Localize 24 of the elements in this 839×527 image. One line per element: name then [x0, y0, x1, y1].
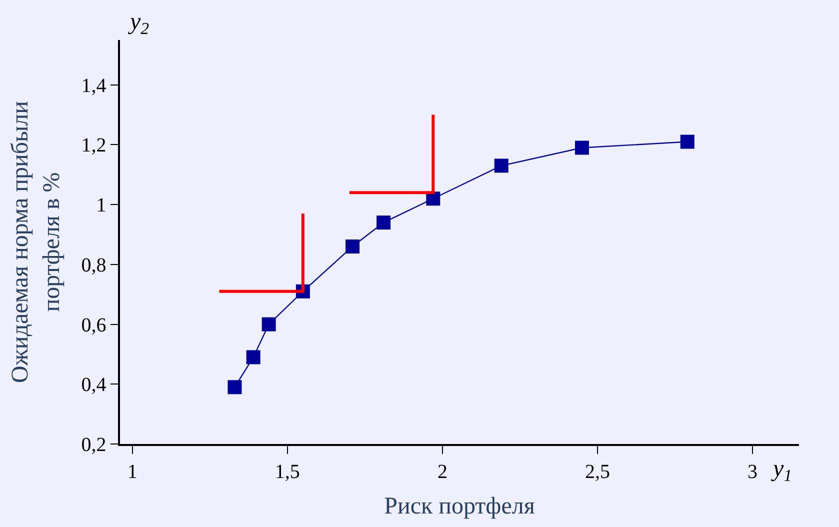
point — [680, 134, 694, 149]
x-axis-title: Риск портфеля — [384, 494, 535, 520]
x-tick-label: 2,5 — [584, 460, 610, 483]
point — [246, 350, 260, 364]
point — [346, 239, 360, 254]
point — [376, 216, 391, 230]
x-tick-label: 1 — [127, 460, 138, 483]
point — [494, 158, 508, 173]
y-tick-label: 1,4 — [81, 74, 106, 97]
y-tick-label: 0,6 — [81, 314, 106, 336]
x-tick-label: 3 — [747, 460, 758, 483]
point — [262, 317, 276, 332]
y-tick-label: 0,8 — [81, 254, 106, 276]
x-tick-label: 2 — [437, 460, 448, 483]
text: y$_{1}$ — [771, 456, 792, 486]
y-axis-title: Ожидаемая норма прибыли портфеля в % — [8, 100, 65, 383]
point — [574, 140, 589, 155]
point — [228, 380, 242, 394]
y-tick-label: 1 — [96, 194, 106, 217]
y-tick-label: 1,2 — [81, 134, 106, 157]
y-tick-label: 0,2 — [81, 434, 106, 456]
text: y$_{2}$ — [128, 9, 150, 38]
y-tick-label: 0,4 — [81, 374, 106, 396]
x-tick-label: 1,5 — [274, 460, 300, 483]
